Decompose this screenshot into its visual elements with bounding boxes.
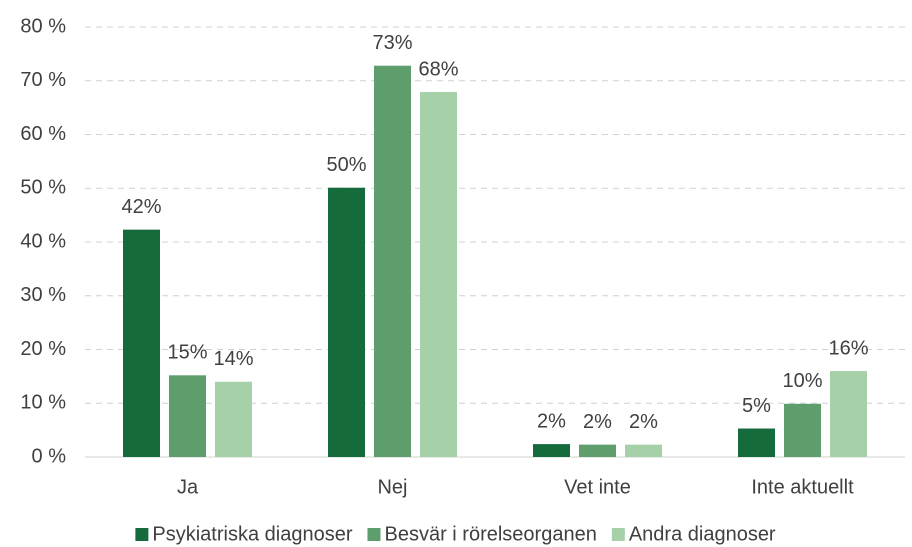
y-tick-label: 50 % [20, 177, 66, 199]
data-label: 50% [326, 154, 366, 176]
bar [420, 92, 457, 457]
x-tick-label: Ja [177, 476, 199, 498]
data-label: 68% [418, 58, 458, 80]
data-label: 42% [121, 196, 161, 218]
y-tick-label: 30 % [20, 284, 66, 306]
legend-label: Besvär i rörelseorganen [384, 523, 596, 545]
y-tick-label: 20 % [20, 338, 66, 360]
data-label: 14% [213, 348, 253, 370]
bar [738, 428, 775, 457]
y-tick-label: 40 % [20, 230, 66, 252]
data-label: 5% [742, 395, 771, 417]
legend-label: Andra diagnoser [629, 523, 776, 545]
y-tick-label: 60 % [20, 123, 66, 145]
y-tick-label: 70 % [20, 69, 66, 91]
data-label: 73% [372, 32, 412, 54]
bar [215, 381, 252, 457]
bar [123, 229, 160, 457]
legend-swatch [367, 528, 381, 541]
y-tick-label: 80 % [20, 15, 66, 37]
bar [169, 375, 206, 457]
legend-label: Psykiatriska diagnoser [152, 523, 352, 545]
bar [579, 444, 616, 457]
bar [533, 444, 570, 457]
x-tick-label: Nej [377, 476, 407, 498]
bar [830, 371, 867, 457]
bar [784, 403, 821, 457]
bar [328, 187, 365, 457]
legend-swatch [611, 528, 625, 541]
data-label: 2% [629, 411, 658, 433]
legend-swatch [135, 528, 149, 541]
bar [374, 65, 411, 457]
data-label: 15% [167, 342, 207, 364]
data-label: 16% [828, 337, 868, 359]
x-tick-label: Vet inte [564, 476, 631, 498]
data-label: 10% [782, 370, 822, 392]
data-label: 2% [537, 410, 566, 432]
x-tick-label: Inte aktuellt [751, 476, 854, 498]
y-tick-label: 0 % [32, 445, 67, 467]
bar [625, 444, 662, 457]
data-label: 2% [583, 411, 612, 433]
y-tick-label: 10 % [20, 392, 66, 414]
